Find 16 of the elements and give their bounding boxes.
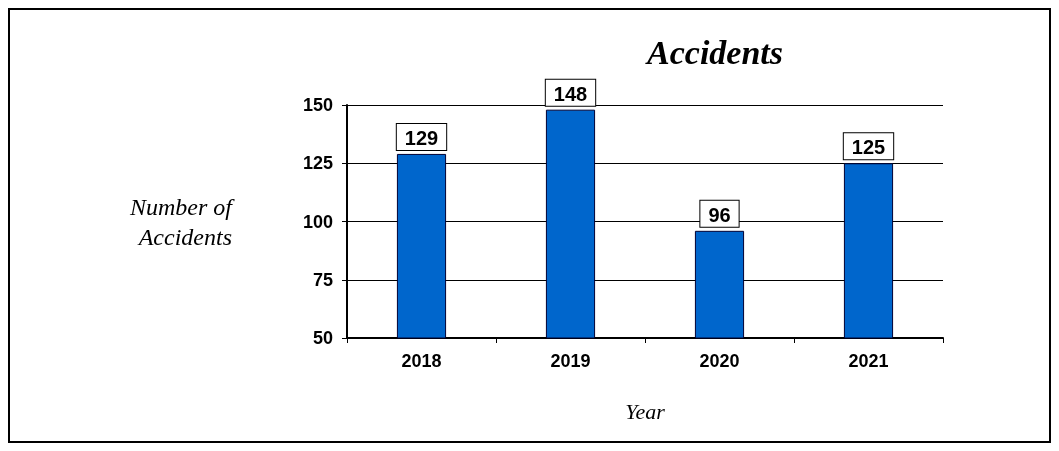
x-axis-title: Year bbox=[625, 398, 666, 424]
y-tick-label: 75 bbox=[312, 269, 333, 290]
data-label: 148 bbox=[553, 82, 588, 105]
x-tick-label: 2020 bbox=[699, 351, 740, 371]
y-tick-label: 100 bbox=[302, 211, 333, 232]
chart-title: Accidents bbox=[645, 33, 783, 71]
y-axis-title: Number of Accidents bbox=[129, 193, 236, 250]
y-tick-label: 125 bbox=[302, 153, 333, 174]
data-label: 129 bbox=[404, 126, 439, 149]
data-label: 96 bbox=[708, 203, 731, 226]
y-tick-label: 50 bbox=[312, 328, 333, 348]
x-tick-label: 2018 bbox=[401, 351, 442, 371]
data-label: 125 bbox=[851, 136, 886, 159]
y-tick-label: 150 bbox=[302, 95, 333, 115]
x-tick-label: 2021 bbox=[848, 351, 889, 371]
x-tick-label: 2019 bbox=[550, 351, 591, 371]
